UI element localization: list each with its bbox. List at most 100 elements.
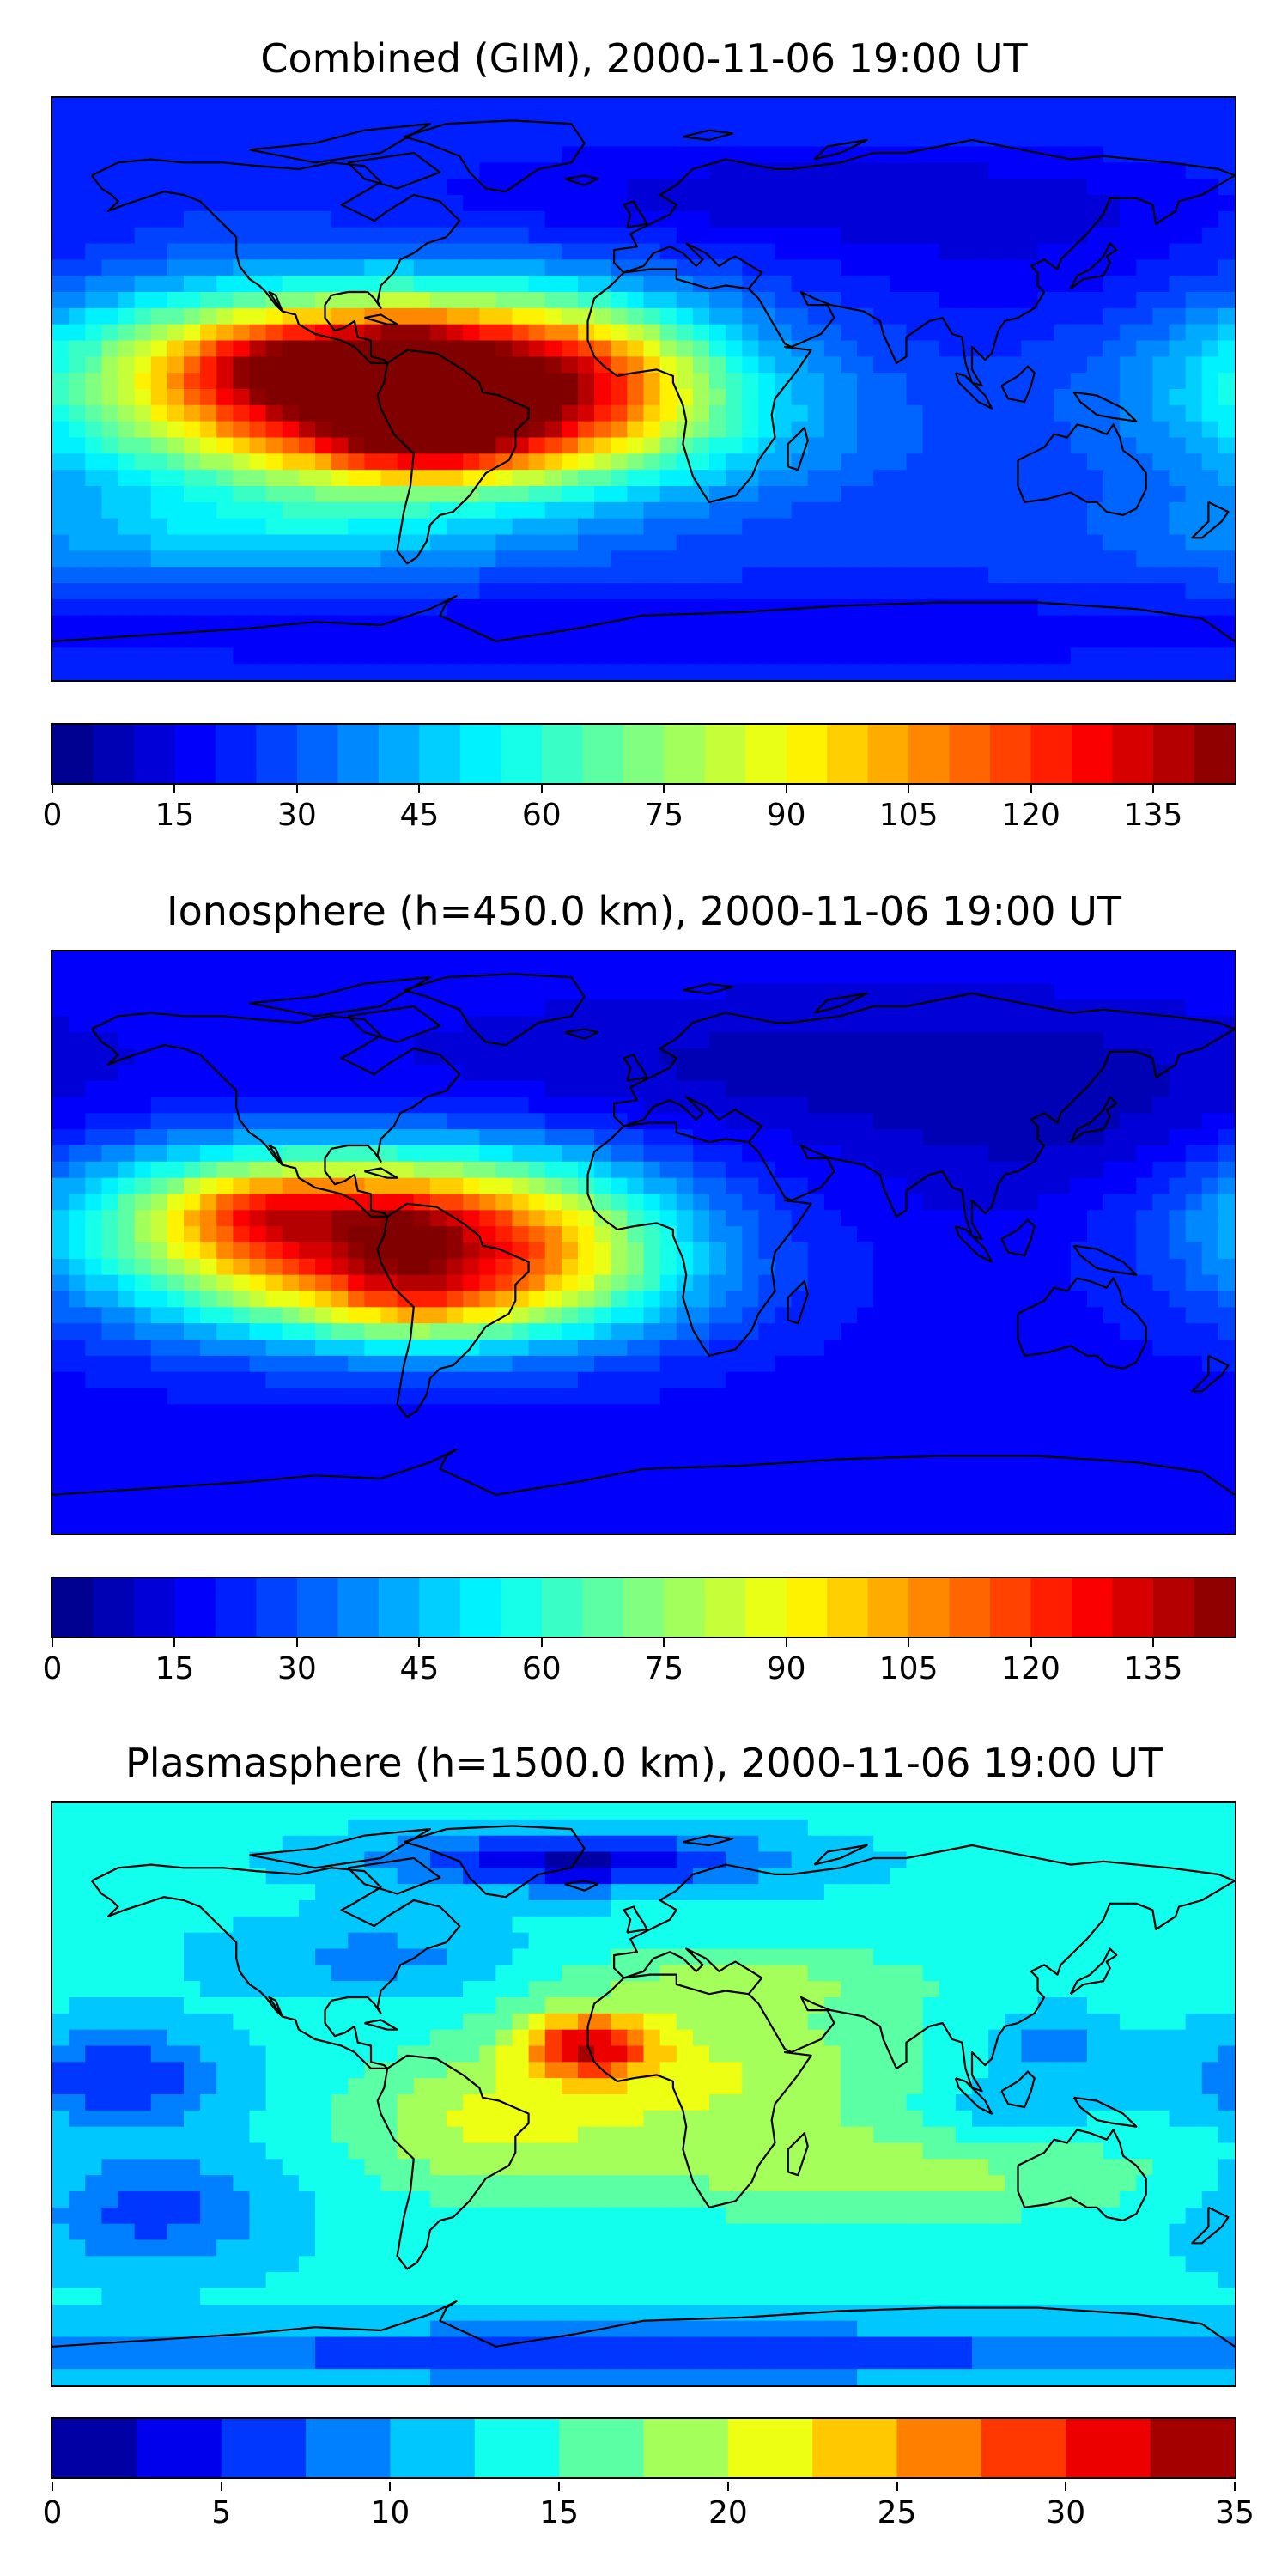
heatmap-cell	[758, 1048, 776, 1066]
heatmap-cell	[118, 1161, 136, 1179]
heatmap-cell	[955, 951, 973, 969]
heatmap-cell	[1086, 1437, 1104, 1454]
heatmap-cell	[659, 1177, 677, 1195]
heatmap-cell	[775, 534, 793, 551]
heatmap-cell	[413, 598, 431, 617]
heatmap-cell	[134, 1032, 152, 1049]
heatmap-cell	[1185, 1420, 1203, 1437]
heatmap-cell	[348, 227, 365, 245]
heatmap-cell	[1070, 999, 1088, 1017]
heatmap-cell	[200, 227, 217, 245]
heatmap-cell	[167, 389, 185, 406]
heatmap-cell	[841, 98, 858, 115]
heatmap-cell	[249, 1258, 267, 1276]
heatmap-cell	[611, 1177, 628, 1195]
heatmap-cell	[167, 373, 185, 390]
heatmap-cell	[1169, 1016, 1187, 1033]
heatmap-cell	[1086, 1161, 1104, 1179]
heatmap-cell	[709, 307, 726, 325]
heatmap-cell	[512, 1371, 530, 1389]
heatmap-cell	[380, 243, 398, 260]
heatmap-cell	[1136, 1032, 1153, 1049]
heatmap-cell	[52, 227, 70, 245]
heatmap-cell	[544, 1371, 562, 1389]
heatmap-cell	[857, 276, 874, 293]
heatmap-cell	[69, 1437, 86, 1454]
heatmap-cell	[643, 567, 661, 584]
heatmap-cell	[1086, 486, 1104, 503]
heatmap-cell	[692, 1307, 710, 1324]
heatmap-cell	[1152, 373, 1170, 390]
heatmap-cell	[249, 1113, 267, 1130]
heatmap-cell	[758, 550, 776, 568]
heatmap-cell	[1136, 1437, 1153, 1454]
heatmap-cell	[643, 1340, 661, 1357]
heatmap-cell	[922, 1420, 940, 1437]
heatmap-cell	[841, 404, 858, 422]
heatmap-cell	[873, 292, 890, 309]
heatmap-cell	[1185, 983, 1203, 1001]
heatmap-cell	[857, 1032, 874, 1049]
heatmap-cell	[118, 1145, 136, 1163]
heatmap-cell	[348, 486, 365, 503]
colorbar-swatch	[378, 725, 420, 783]
heatmap-cell	[939, 1274, 957, 1292]
heatmap-cell	[495, 1177, 513, 1195]
heatmap-cell	[364, 1080, 382, 1098]
heatmap-cell	[939, 98, 957, 115]
heatmap-cell	[807, 951, 825, 969]
heatmap-cell	[101, 259, 119, 276]
heatmap-cell	[249, 583, 267, 600]
heatmap-cell	[1070, 1048, 1088, 1066]
heatmap-cell	[101, 1323, 119, 1340]
heatmap-cell	[282, 1048, 300, 1066]
heatmap-cell	[972, 1129, 989, 1146]
heatmap-cell	[1086, 664, 1104, 680]
heatmap-cell	[463, 1452, 480, 1470]
heatmap-cell	[397, 1307, 415, 1324]
heatmap-cell	[841, 1258, 858, 1276]
heatmap-cell	[1005, 486, 1022, 503]
heatmap-cell	[939, 1291, 957, 1308]
heatmap-cell	[1218, 983, 1235, 1001]
heatmap-cell	[988, 162, 1005, 179]
heatmap-cell	[249, 1161, 267, 1179]
heatmap-cell	[1136, 1258, 1153, 1276]
heatmap-cell	[331, 598, 349, 617]
heatmap-cell	[955, 404, 973, 422]
heatmap-cell	[380, 583, 398, 600]
heatmap-cell	[184, 146, 201, 163]
heatmap-cell	[265, 1048, 283, 1066]
heatmap-cell	[348, 404, 365, 422]
heatmap-cell	[1070, 1177, 1088, 1195]
heatmap-cell	[890, 1371, 908, 1389]
heatmap-cell	[890, 1032, 908, 1049]
heatmap-cell	[972, 1016, 989, 1033]
heatmap-cell	[1054, 1064, 1072, 1082]
heatmap-cell	[512, 598, 530, 617]
heatmap-cell	[85, 1194, 102, 1211]
heatmap-cell	[561, 1452, 579, 1470]
heatmap-cell	[1152, 437, 1170, 454]
heatmap-cell	[561, 356, 579, 374]
colorbar-swatch	[52, 725, 94, 783]
heatmap-cell	[709, 1226, 726, 1243]
heatmap-cell	[1120, 1064, 1137, 1082]
heatmap-cell	[1037, 1016, 1055, 1033]
heatmap-cell	[101, 1420, 119, 1437]
heatmap-cell	[150, 210, 168, 228]
heatmap-cell	[544, 259, 562, 276]
heatmap-cell	[972, 162, 989, 179]
heatmap-cell	[742, 340, 759, 357]
heatmap-cell	[955, 1355, 973, 1373]
heatmap-cell	[265, 195, 283, 212]
heatmap-cell	[1218, 583, 1235, 600]
heatmap-cell	[807, 179, 825, 196]
heatmap-cell	[906, 1355, 924, 1373]
heatmap-cell	[742, 583, 759, 600]
heatmap-cell	[611, 583, 628, 600]
heatmap-cell	[955, 1177, 973, 1195]
heatmap-cell	[643, 243, 661, 260]
heatmap-cell	[807, 1404, 825, 1421]
heatmap-cell	[200, 1194, 217, 1211]
